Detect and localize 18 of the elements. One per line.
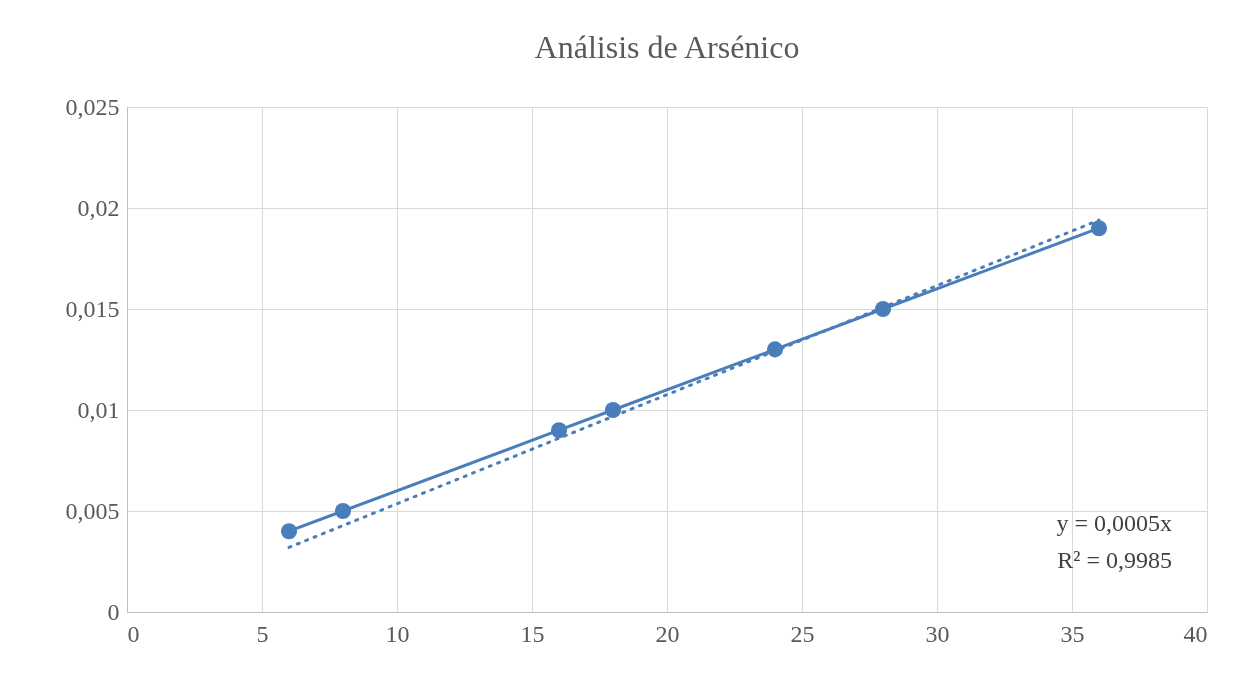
y-tick-label: 0,01 <box>77 396 120 423</box>
x-tick-label: 15 <box>520 620 545 647</box>
x-tick-label: 0 <box>127 620 140 647</box>
y-tick-label: 0,005 <box>65 497 120 524</box>
y-tick-label: 0,02 <box>77 194 120 221</box>
x-tick-label: 25 <box>790 620 815 647</box>
y-tick-label: 0 <box>107 598 120 625</box>
y-tick-label: 0,015 <box>65 295 120 322</box>
annotation: R² = 0,9985 <box>1057 547 1172 573</box>
x-tick-label: 35 <box>1060 620 1085 647</box>
x-tick-label: 20 <box>655 620 680 647</box>
x-tick-label: 10 <box>385 620 410 647</box>
x-tick-label: 5 <box>256 620 269 647</box>
chart-title: Análisis de Arsénico <box>534 29 800 65</box>
annotation: y = 0,0005x <box>1056 510 1172 536</box>
y-tick-label: 0,025 <box>65 93 120 120</box>
x-tick-label: 40 <box>1183 620 1208 647</box>
x-tick-label: 30 <box>925 620 950 647</box>
